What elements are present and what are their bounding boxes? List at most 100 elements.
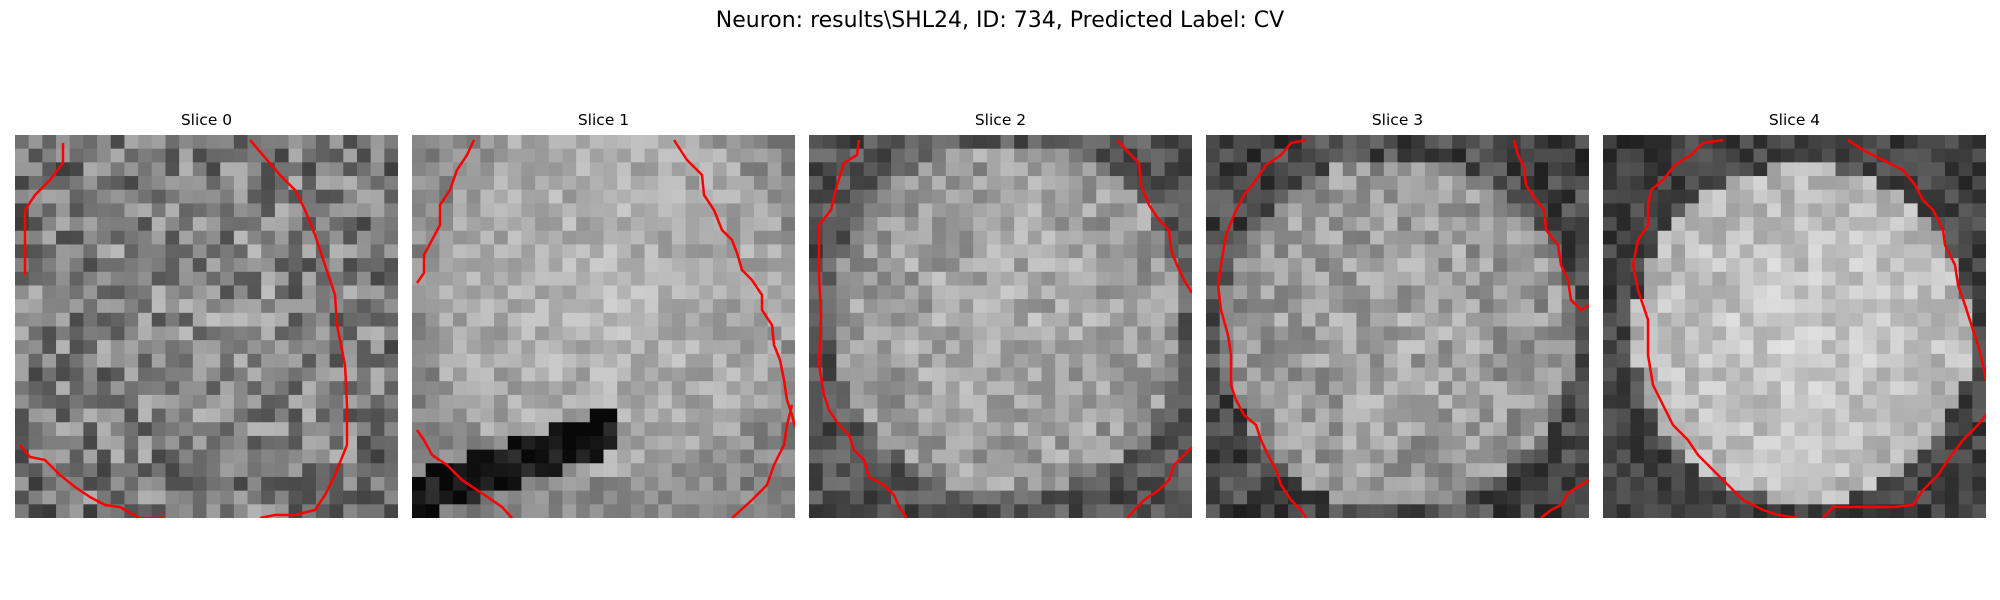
pixel (1644, 381, 1659, 396)
pixel (1726, 422, 1741, 437)
pixel (1274, 135, 1289, 150)
pixel (247, 381, 262, 396)
pixel (1698, 394, 1714, 410)
pixel (288, 353, 303, 369)
pixel (1849, 340, 1864, 355)
pixel (589, 422, 605, 437)
pixel (891, 176, 906, 191)
pixel (740, 176, 755, 191)
pixel (28, 312, 43, 328)
pixel (850, 422, 865, 437)
pixel (1780, 476, 1796, 492)
pixel (1178, 490, 1192, 505)
pixel (1561, 422, 1576, 437)
pixel (1917, 504, 1932, 518)
pixel (315, 217, 331, 232)
pixel (1438, 258, 1453, 273)
pixel (644, 176, 659, 191)
pixel (165, 135, 180, 150)
pixel (1698, 353, 1714, 369)
pixel (1068, 422, 1084, 437)
pixel (1260, 230, 1275, 246)
pixel (288, 312, 303, 328)
pixel (644, 299, 659, 314)
pixel (1712, 340, 1727, 355)
pixel (1465, 435, 1481, 451)
pixel (1438, 381, 1453, 396)
pixel (1644, 285, 1659, 300)
pixel (753, 162, 769, 177)
pixel (15, 353, 30, 369)
pixel (124, 463, 139, 478)
pixel (220, 258, 235, 273)
pixel (671, 449, 687, 464)
pixel (1917, 340, 1932, 355)
pixel (1698, 189, 1714, 204)
pixel (1479, 258, 1494, 273)
pixel (1370, 258, 1385, 273)
pixel (69, 217, 84, 232)
pixel (589, 162, 605, 177)
pixel (836, 367, 851, 382)
pixel (412, 189, 427, 204)
pixel (1849, 312, 1864, 328)
pixel (644, 230, 659, 246)
pixel (1890, 203, 1905, 218)
pixel (274, 217, 290, 232)
pixel (384, 148, 398, 163)
pixel (959, 326, 974, 341)
pixel (1917, 258, 1932, 273)
pixel (644, 326, 659, 341)
pixel (1068, 244, 1084, 259)
pixel (1288, 299, 1303, 314)
pixel (42, 326, 57, 341)
pixel (1397, 367, 1412, 382)
pixel (1178, 435, 1192, 451)
pixel (466, 381, 481, 396)
pixel (1753, 135, 1768, 150)
pixel (97, 326, 112, 341)
pixel (1520, 340, 1535, 355)
pixel (1109, 189, 1125, 204)
pixel (110, 408, 126, 423)
pixel (69, 176, 84, 191)
pixel (1424, 162, 1440, 177)
pixel (1356, 476, 1371, 492)
pixel (1411, 271, 1426, 287)
pixel (1671, 381, 1686, 396)
pixel (1082, 463, 1097, 478)
pixel (1575, 135, 1589, 150)
pixel (1644, 504, 1659, 518)
pixel (1534, 381, 1549, 396)
pixel (603, 244, 618, 259)
pixel (850, 353, 865, 369)
pixel (1150, 504, 1166, 518)
pixel (753, 394, 769, 410)
pixel (726, 340, 741, 355)
pixel (548, 162, 564, 177)
pixel (1206, 504, 1221, 518)
pixel (1150, 408, 1166, 423)
pixel (151, 326, 167, 341)
pixel (521, 394, 536, 410)
pixel (1849, 326, 1864, 341)
pixel (1821, 189, 1837, 204)
pixel (685, 135, 700, 150)
pixel (535, 299, 550, 314)
pixel (850, 176, 865, 191)
pixel (1506, 490, 1522, 505)
pixel (740, 162, 755, 177)
pixel (1726, 381, 1741, 396)
pixel (740, 340, 755, 355)
pixel (562, 381, 577, 396)
pixel (767, 394, 782, 410)
pixel (1424, 285, 1440, 300)
pixel (1068, 189, 1084, 204)
pixel (97, 381, 112, 396)
pixel (1027, 258, 1043, 273)
pixel (1903, 490, 1919, 505)
pixel (1082, 449, 1097, 464)
pixel (1288, 148, 1303, 163)
pixel (658, 504, 673, 518)
pixel (1424, 422, 1440, 437)
